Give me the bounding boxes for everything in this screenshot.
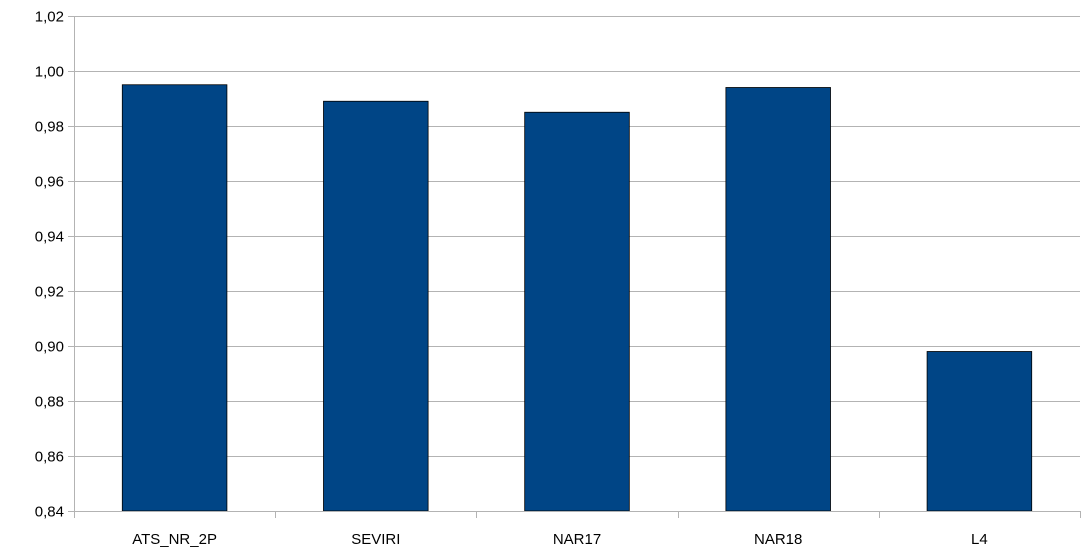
bar-l4 bbox=[926, 351, 1033, 512]
y-tick-label: 0,96 bbox=[35, 174, 64, 191]
bar-ats-nr-2p bbox=[121, 84, 228, 512]
y-tick-label: 1,02 bbox=[35, 9, 64, 26]
bar-nar18 bbox=[725, 87, 831, 512]
y-tick-label: 0,86 bbox=[35, 449, 64, 466]
y-axis-ticks: 0,84 0,86 0,88 0,90 0,92 0,94 0,96 0,98 1,00 1,02 bbox=[35, 9, 64, 521]
x-tick-label: ATS_NR_2P bbox=[132, 531, 217, 548]
y-tick-label: 0,94 bbox=[35, 229, 64, 246]
x-tick-label: L4 bbox=[971, 531, 988, 548]
x-tick-label: NAR18 bbox=[754, 531, 802, 548]
y-tick-label: 0,84 bbox=[35, 504, 64, 521]
x-tick-label: NAR17 bbox=[553, 531, 601, 548]
x-axis-ticks: ATS_NR_2P SEVIRI NAR17 NAR18 L4 bbox=[74, 511, 1081, 548]
bar-seviri bbox=[323, 100, 429, 512]
y-tick-label: 0,88 bbox=[35, 394, 64, 411]
bar-nar17 bbox=[524, 111, 630, 512]
bars bbox=[121, 84, 1033, 512]
x-tick-label: SEVIRI bbox=[351, 531, 400, 548]
y-tick-label: 0,98 bbox=[35, 119, 64, 136]
y-tick-label: 0,92 bbox=[35, 284, 64, 301]
y-tick-label: 1,00 bbox=[35, 64, 64, 81]
y-tick-label: 0,90 bbox=[35, 339, 64, 356]
